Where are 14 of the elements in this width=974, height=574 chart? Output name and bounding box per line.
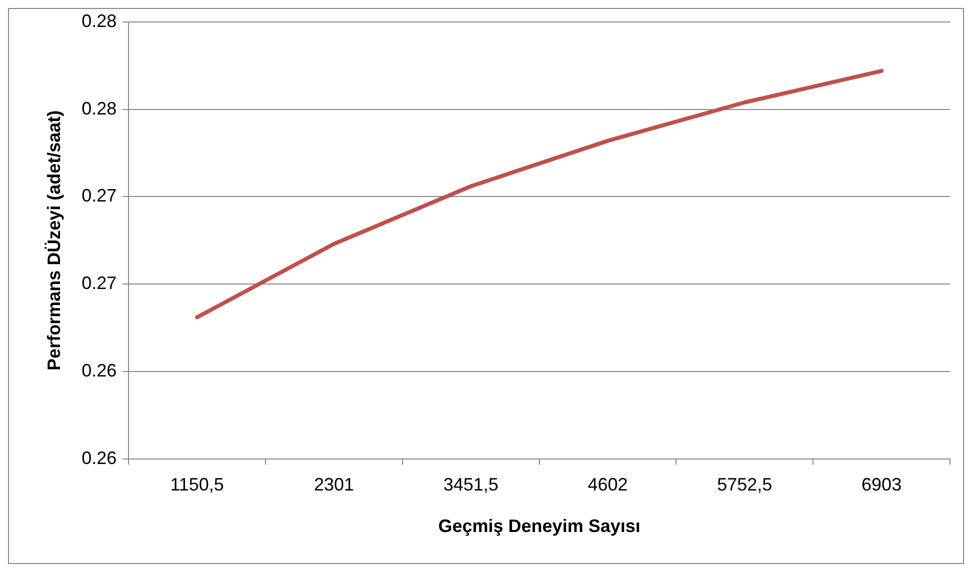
x-tick-label: 5752,5 [717,474,772,495]
x-tick-label: 2301 [314,474,354,495]
y-tick-label: 0.26 [82,448,117,468]
x-tick-label: 6903 [862,474,902,495]
y-axis-title: Performans DÜzeyi (adet/saat) [44,110,64,370]
y-tick-label: 0.27 [82,186,117,206]
y-tick-label: 0.26 [82,360,117,380]
x-tick-label: 3451,5 [443,474,498,495]
x-tick-label: 1150,5 [170,474,224,495]
x-tick-label: 4602 [588,474,628,495]
y-tick-label: 0.27 [82,273,117,294]
y-tick-label: 0.28 [82,10,117,31]
y-tick-label: 0.28 [82,98,117,118]
x-axis-title: Geçmiş Deneyim Sayısı [438,516,640,536]
